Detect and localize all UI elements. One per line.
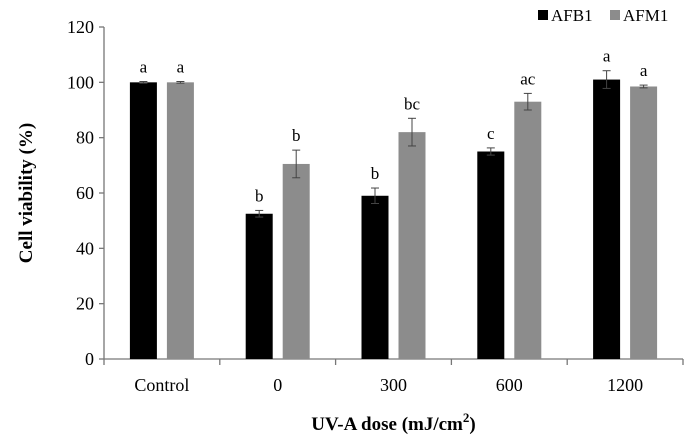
bar <box>514 101 542 359</box>
x-axis-title-superscript: 2 <box>463 410 470 425</box>
significance-label: b <box>371 164 380 183</box>
bar <box>477 151 505 359</box>
x-axis-title: UV-A dose (mJ/cm2) <box>311 410 475 435</box>
significance-label: ac <box>520 69 536 88</box>
x-tick-label: 600 <box>496 375 523 395</box>
significance-label: b <box>292 126 301 145</box>
legend-swatch-afb1 <box>538 10 548 20</box>
axes: 0 20 40 60 80 100 120 Control 0 300 600 1200 <box>67 17 684 395</box>
bar <box>166 82 194 359</box>
legend-swatch-afm1 <box>610 10 620 20</box>
bar <box>361 195 389 359</box>
y-tick-label: 120 <box>67 17 94 37</box>
x-tick-label: 300 <box>380 375 407 395</box>
y-axis-title: Cell viability (%) <box>16 123 37 263</box>
significance-label: a <box>603 47 611 66</box>
significance-label: c <box>487 124 495 143</box>
legend-label-afm1: AFM1 <box>623 6 668 25</box>
y-tick-label: 40 <box>76 238 94 258</box>
bar <box>282 163 310 359</box>
x-axis-title-end: ) <box>469 414 475 435</box>
x-axis-title-main: UV-A dose (mJ/cm <box>311 414 463 435</box>
bar <box>630 86 658 359</box>
y-tick-label: 100 <box>67 72 94 92</box>
significance-label: a <box>177 58 185 77</box>
x-tick-label: Control <box>134 375 189 395</box>
y-tick-label: 80 <box>76 128 94 148</box>
bar <box>398 132 426 359</box>
significance-label: bc <box>404 94 421 113</box>
y-tick-label: 20 <box>76 294 94 314</box>
bar <box>129 82 157 359</box>
bar <box>245 213 273 359</box>
x-tick-label: 1200 <box>607 375 643 395</box>
x-tick-label: 0 <box>273 375 282 395</box>
legend: AFB1 AFM1 <box>538 6 668 25</box>
bar <box>593 79 621 360</box>
y-tick-label: 60 <box>76 183 94 203</box>
legend-label-afb1: AFB1 <box>551 6 593 25</box>
significance-label: a <box>640 61 648 80</box>
significance-label: b <box>255 186 264 205</box>
y-tick-label: 0 <box>85 349 94 369</box>
significance-label: a <box>140 58 148 77</box>
